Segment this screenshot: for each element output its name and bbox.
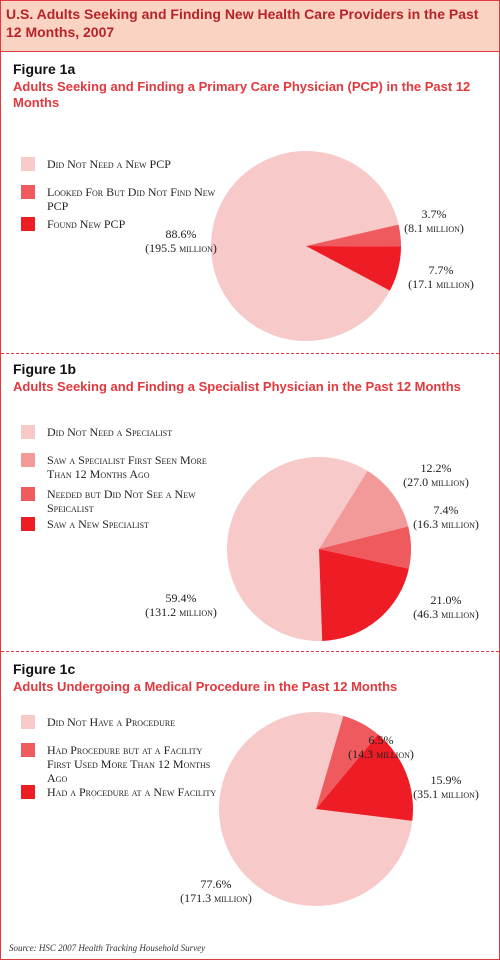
legend-label: Saw a New Specialist xyxy=(47,517,149,531)
count-label: (16.3 million) xyxy=(413,517,479,531)
value-label: 12.2% xyxy=(420,461,452,475)
legend-swatch xyxy=(21,487,35,501)
pie-slice xyxy=(227,457,368,642)
value-label: 15.9% xyxy=(430,773,462,787)
count-label: (17.1 million) xyxy=(408,277,474,291)
legend-label: Did Not Need a Specialist xyxy=(47,425,173,439)
value-label: 59.4% xyxy=(165,591,197,605)
separator xyxy=(1,353,499,354)
value-label: 7.4% xyxy=(433,503,459,517)
pie-slice xyxy=(316,734,413,821)
count-label: (131.2 million) xyxy=(145,605,217,619)
pie-slice xyxy=(319,549,409,641)
count-label: (14.3 million) xyxy=(348,747,414,761)
count-label: (195.5 million) xyxy=(145,241,217,255)
chart-title: Adults Undergoing a Medical Procedure in… xyxy=(13,679,398,694)
separator xyxy=(1,651,499,652)
chart-title: Adults Seeking and Finding a Specialist … xyxy=(13,379,461,394)
chart-title: Adults Seeking and Finding a Primary Car… xyxy=(13,79,471,110)
pie-slice xyxy=(306,246,401,291)
legend-swatch xyxy=(21,785,35,799)
count-label: (171.3 million) xyxy=(180,891,252,905)
slice-label: 6.5% (14.3 million) xyxy=(326,733,436,761)
slice-label: 21.0% (46.3 million) xyxy=(391,593,499,621)
pie-slice xyxy=(306,224,401,247)
legend-swatch xyxy=(21,425,35,439)
source: Source: HSC 2007 Health Tracking Househo… xyxy=(9,943,206,953)
pie-slice xyxy=(316,715,379,809)
count-label: (35.1 million) xyxy=(413,787,479,801)
figure-label: Figure 1b xyxy=(13,361,77,377)
value-label: 3.7% xyxy=(421,207,447,221)
page-title: U.S. Adults Seeking and Finding New Heal… xyxy=(6,6,479,40)
value-label: 6.5% xyxy=(368,733,394,747)
legend-label: Saw a Specialist First Seen More Than 12… xyxy=(47,453,207,481)
slice-label: 59.4% (131.2 million) xyxy=(126,591,236,619)
count-label: (27.0 million) xyxy=(403,475,469,489)
legend-swatch xyxy=(21,217,35,231)
figure-label: Figure 1c xyxy=(13,661,76,677)
value-label: 88.6% xyxy=(165,227,197,241)
slice-label: 88.6% (195.5 million) xyxy=(126,227,236,255)
legend-swatch xyxy=(21,157,35,171)
legend-swatch xyxy=(21,185,35,199)
header: U.S. Adults Seeking and Finding New Heal… xyxy=(1,1,499,52)
legend-label: Had a Procedure at a New Facility xyxy=(47,785,217,799)
value-label: 21.0% xyxy=(430,593,462,607)
pie-slice xyxy=(319,470,409,549)
legend-swatch xyxy=(21,743,35,757)
figure-label: Figure 1a xyxy=(13,61,76,77)
legend-swatch xyxy=(21,715,35,729)
legend-label: Needed but Did Not See a New Speicalist xyxy=(47,487,196,515)
slice-label: 15.9% (35.1 million) xyxy=(391,773,499,801)
pie-slice xyxy=(219,711,413,906)
legend-swatch xyxy=(21,453,35,467)
slice-label: 12.2% (27.0 million) xyxy=(381,461,491,489)
slice-label: 7.4% (16.3 million) xyxy=(391,503,499,531)
legend-swatch xyxy=(21,517,35,531)
value-label: 77.6% xyxy=(200,877,232,891)
count-label: (46.3 million) xyxy=(413,607,479,621)
legend-label: Found New PCP xyxy=(47,217,126,231)
legend-label: Had Procedure but at a Facility First Us… xyxy=(47,743,211,785)
pie-slice xyxy=(319,526,411,569)
value-label: 7.7% xyxy=(428,263,454,277)
legend-label: Looked For But Did Not Find New PCP xyxy=(47,185,216,213)
slice-label: 7.7% (17.1 million) xyxy=(386,263,496,291)
count-label: (8.1 million) xyxy=(404,221,464,235)
slice-label: 77.6% (171.3 million) xyxy=(161,877,271,905)
legend-label: Did Not Have a Procedure xyxy=(47,715,176,729)
slice-label: 3.7% (8.1 million) xyxy=(379,207,489,235)
pie-slice xyxy=(211,151,399,342)
legend-label: Did Not Need a New PCP xyxy=(47,157,171,171)
